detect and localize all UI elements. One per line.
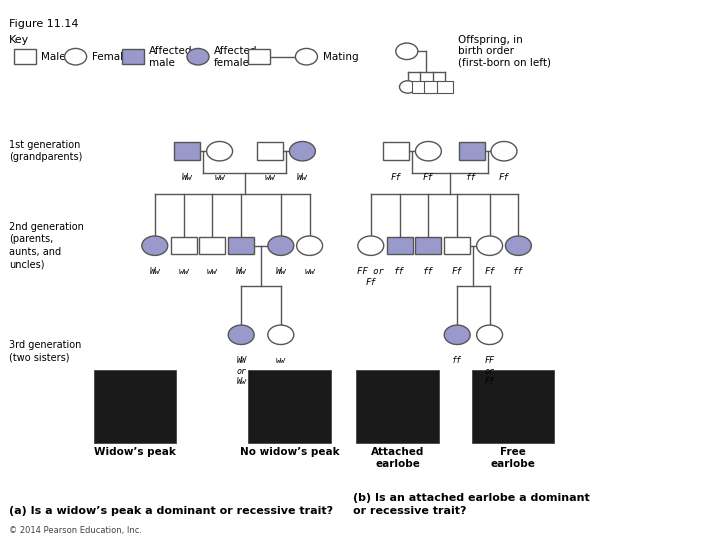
Text: Female: Female bbox=[91, 52, 129, 62]
Text: Attached
earlobe: Attached earlobe bbox=[371, 447, 425, 469]
Text: © 2014 Pearson Education, Inc.: © 2014 Pearson Education, Inc. bbox=[9, 525, 143, 535]
Text: Ff: Ff bbox=[423, 173, 433, 182]
Circle shape bbox=[491, 141, 517, 161]
Circle shape bbox=[444, 325, 470, 345]
Bar bbox=[412, 82, 428, 92]
Bar bbox=[228, 237, 254, 254]
Text: ff: ff bbox=[513, 267, 523, 276]
Text: (b) Is an attached earlobe a dominant
or recessive trait?: (b) Is an attached earlobe a dominant or… bbox=[353, 494, 590, 516]
Circle shape bbox=[228, 325, 254, 345]
Text: ff: ff bbox=[452, 356, 462, 366]
Text: Mating: Mating bbox=[323, 52, 359, 62]
Bar bbox=[415, 237, 441, 254]
Circle shape bbox=[477, 325, 503, 345]
Text: FF or
Ff: FF or Ff bbox=[357, 267, 384, 287]
Bar bbox=[383, 143, 409, 160]
Circle shape bbox=[297, 236, 323, 255]
Text: Offspring, in
birth order
(first-born on left): Offspring, in birth order (first-born on… bbox=[458, 35, 551, 68]
Bar bbox=[257, 143, 283, 160]
Text: ww: ww bbox=[207, 267, 217, 276]
Bar bbox=[437, 82, 454, 92]
Circle shape bbox=[65, 49, 86, 65]
Text: (a) Is a widow’s peak a dominant or recessive trait?: (a) Is a widow’s peak a dominant or rece… bbox=[9, 505, 333, 516]
Bar bbox=[356, 370, 439, 443]
Text: 3rd generation
(two sisters): 3rd generation (two sisters) bbox=[9, 340, 82, 362]
Bar bbox=[387, 237, 413, 254]
Circle shape bbox=[142, 236, 168, 255]
Text: Ff: Ff bbox=[499, 173, 509, 182]
Bar bbox=[171, 237, 197, 254]
Circle shape bbox=[295, 49, 318, 65]
Text: Ww: Ww bbox=[236, 267, 246, 276]
Bar bbox=[199, 237, 225, 254]
Circle shape bbox=[268, 236, 294, 255]
Text: Key: Key bbox=[9, 35, 30, 45]
Bar bbox=[14, 49, 36, 64]
Bar bbox=[94, 370, 176, 443]
Circle shape bbox=[400, 81, 416, 93]
Text: ww: ww bbox=[305, 267, 315, 276]
Circle shape bbox=[415, 141, 441, 161]
Bar bbox=[472, 370, 554, 443]
Circle shape bbox=[358, 236, 384, 255]
Circle shape bbox=[207, 141, 233, 161]
Text: Ww: Ww bbox=[150, 267, 160, 276]
Text: ww: ww bbox=[265, 173, 275, 182]
Text: Male: Male bbox=[41, 52, 66, 62]
Circle shape bbox=[268, 325, 294, 345]
Text: Ww: Ww bbox=[182, 173, 192, 182]
Bar bbox=[122, 49, 144, 64]
Text: Ww: Ww bbox=[297, 173, 307, 182]
Text: ff: ff bbox=[395, 267, 405, 276]
Text: Affected
female: Affected female bbox=[214, 46, 258, 68]
Circle shape bbox=[396, 43, 418, 59]
Text: ww: ww bbox=[179, 267, 189, 276]
Circle shape bbox=[289, 141, 315, 161]
Text: No widow’s peak: No widow’s peak bbox=[240, 447, 340, 457]
Text: 1st generation
(grandparents): 1st generation (grandparents) bbox=[9, 140, 83, 163]
Bar bbox=[459, 143, 485, 160]
Text: Affected
male: Affected male bbox=[149, 46, 193, 68]
Text: WW
or
Ww: WW or Ww bbox=[236, 356, 246, 386]
Bar bbox=[444, 237, 470, 254]
Text: Ww: Ww bbox=[276, 267, 286, 276]
Text: FF
or
Ff: FF or Ff bbox=[485, 356, 495, 386]
Circle shape bbox=[505, 236, 531, 255]
Bar bbox=[174, 143, 200, 160]
Text: Ff: Ff bbox=[391, 173, 401, 182]
Bar bbox=[248, 370, 331, 443]
Bar bbox=[424, 82, 441, 92]
Text: ff: ff bbox=[467, 173, 477, 182]
Text: ff: ff bbox=[423, 267, 433, 276]
Text: 2nd generation
(parents,
aunts, and
uncles): 2nd generation (parents, aunts, and uncl… bbox=[9, 222, 84, 269]
Circle shape bbox=[477, 236, 503, 255]
Text: Widow’s peak: Widow’s peak bbox=[94, 447, 176, 457]
Text: Figure 11.14: Figure 11.14 bbox=[9, 19, 79, 29]
Circle shape bbox=[187, 49, 209, 65]
Text: ww: ww bbox=[215, 173, 225, 182]
Text: ww: ww bbox=[276, 356, 286, 366]
Text: Ff: Ff bbox=[485, 267, 495, 276]
Text: Free
earlobe: Free earlobe bbox=[490, 447, 536, 469]
Text: Ff: Ff bbox=[452, 267, 462, 276]
Bar bbox=[248, 49, 270, 64]
